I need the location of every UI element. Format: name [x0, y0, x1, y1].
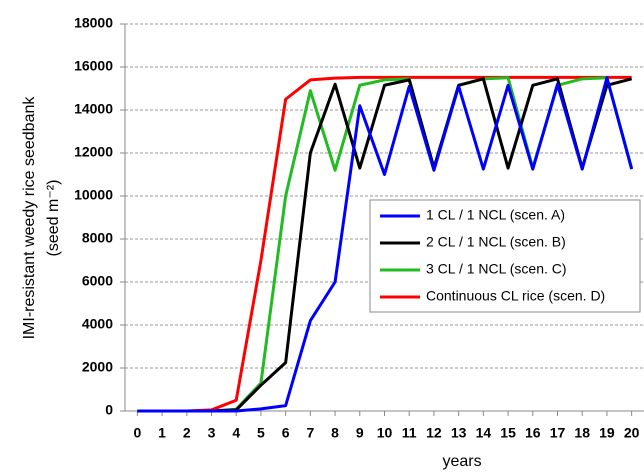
x-tick-label: 20: [624, 425, 640, 441]
legend-label: 2 CL / 1 NCL (scen. B): [426, 234, 566, 250]
series-line: [137, 76, 634, 413]
legend-label: 3 CL / 1 NCL (scen. C): [426, 261, 567, 277]
x-tick-label: 19: [599, 425, 615, 441]
x-tick-label: 18: [574, 425, 590, 441]
x-tick-label: 5: [257, 425, 265, 441]
x-tick-label: 6: [282, 425, 290, 441]
x-tick-label: 12: [426, 425, 442, 441]
y-tick-label: 0: [105, 402, 113, 418]
x-tick-label: 1: [158, 425, 166, 441]
y-axis-label: IMI-resistant weedy rice seedbank: [21, 96, 38, 340]
y-tick-label: 4000: [82, 316, 113, 332]
y-tick-label: 10000: [74, 187, 113, 203]
y-tick-label: 16000: [74, 58, 113, 74]
x-tick-label: 13: [451, 425, 467, 441]
x-tick-label: 2: [183, 425, 191, 441]
y-axis-unit: (seed m⁻²): [45, 180, 62, 257]
x-tick-label: 17: [550, 425, 566, 441]
x-tick-label: 10: [377, 425, 393, 441]
x-tick-label: 7: [306, 425, 314, 441]
y-tick-label: 2000: [82, 359, 113, 375]
legend-label: 1 CL / 1 NCL (scen. A): [426, 207, 565, 223]
x-tick-label: 4: [232, 425, 240, 441]
x-tick-label: 9: [356, 425, 364, 441]
y-tick-label: 8000: [82, 230, 113, 246]
x-tick-label: 14: [476, 425, 492, 441]
y-tick-label: 18000: [74, 15, 113, 31]
x-tick-label: 11: [402, 425, 417, 441]
x-axis-label: years: [442, 453, 481, 470]
y-tick-label: 6000: [82, 273, 113, 289]
x-tick-label: 16: [525, 425, 541, 441]
legend-box: [369, 199, 641, 313]
legend-label: Continuous CL rice (scen. D): [426, 288, 605, 304]
x-tick-label: 0: [133, 425, 141, 441]
y-tick-label: 14000: [74, 101, 113, 117]
y-tick-label: 12000: [74, 144, 113, 160]
x-tick-label: 15: [500, 425, 516, 441]
series-line: [137, 75, 632, 413]
x-tick-label: 3: [208, 425, 216, 441]
x-tick-label: 8: [331, 425, 339, 441]
